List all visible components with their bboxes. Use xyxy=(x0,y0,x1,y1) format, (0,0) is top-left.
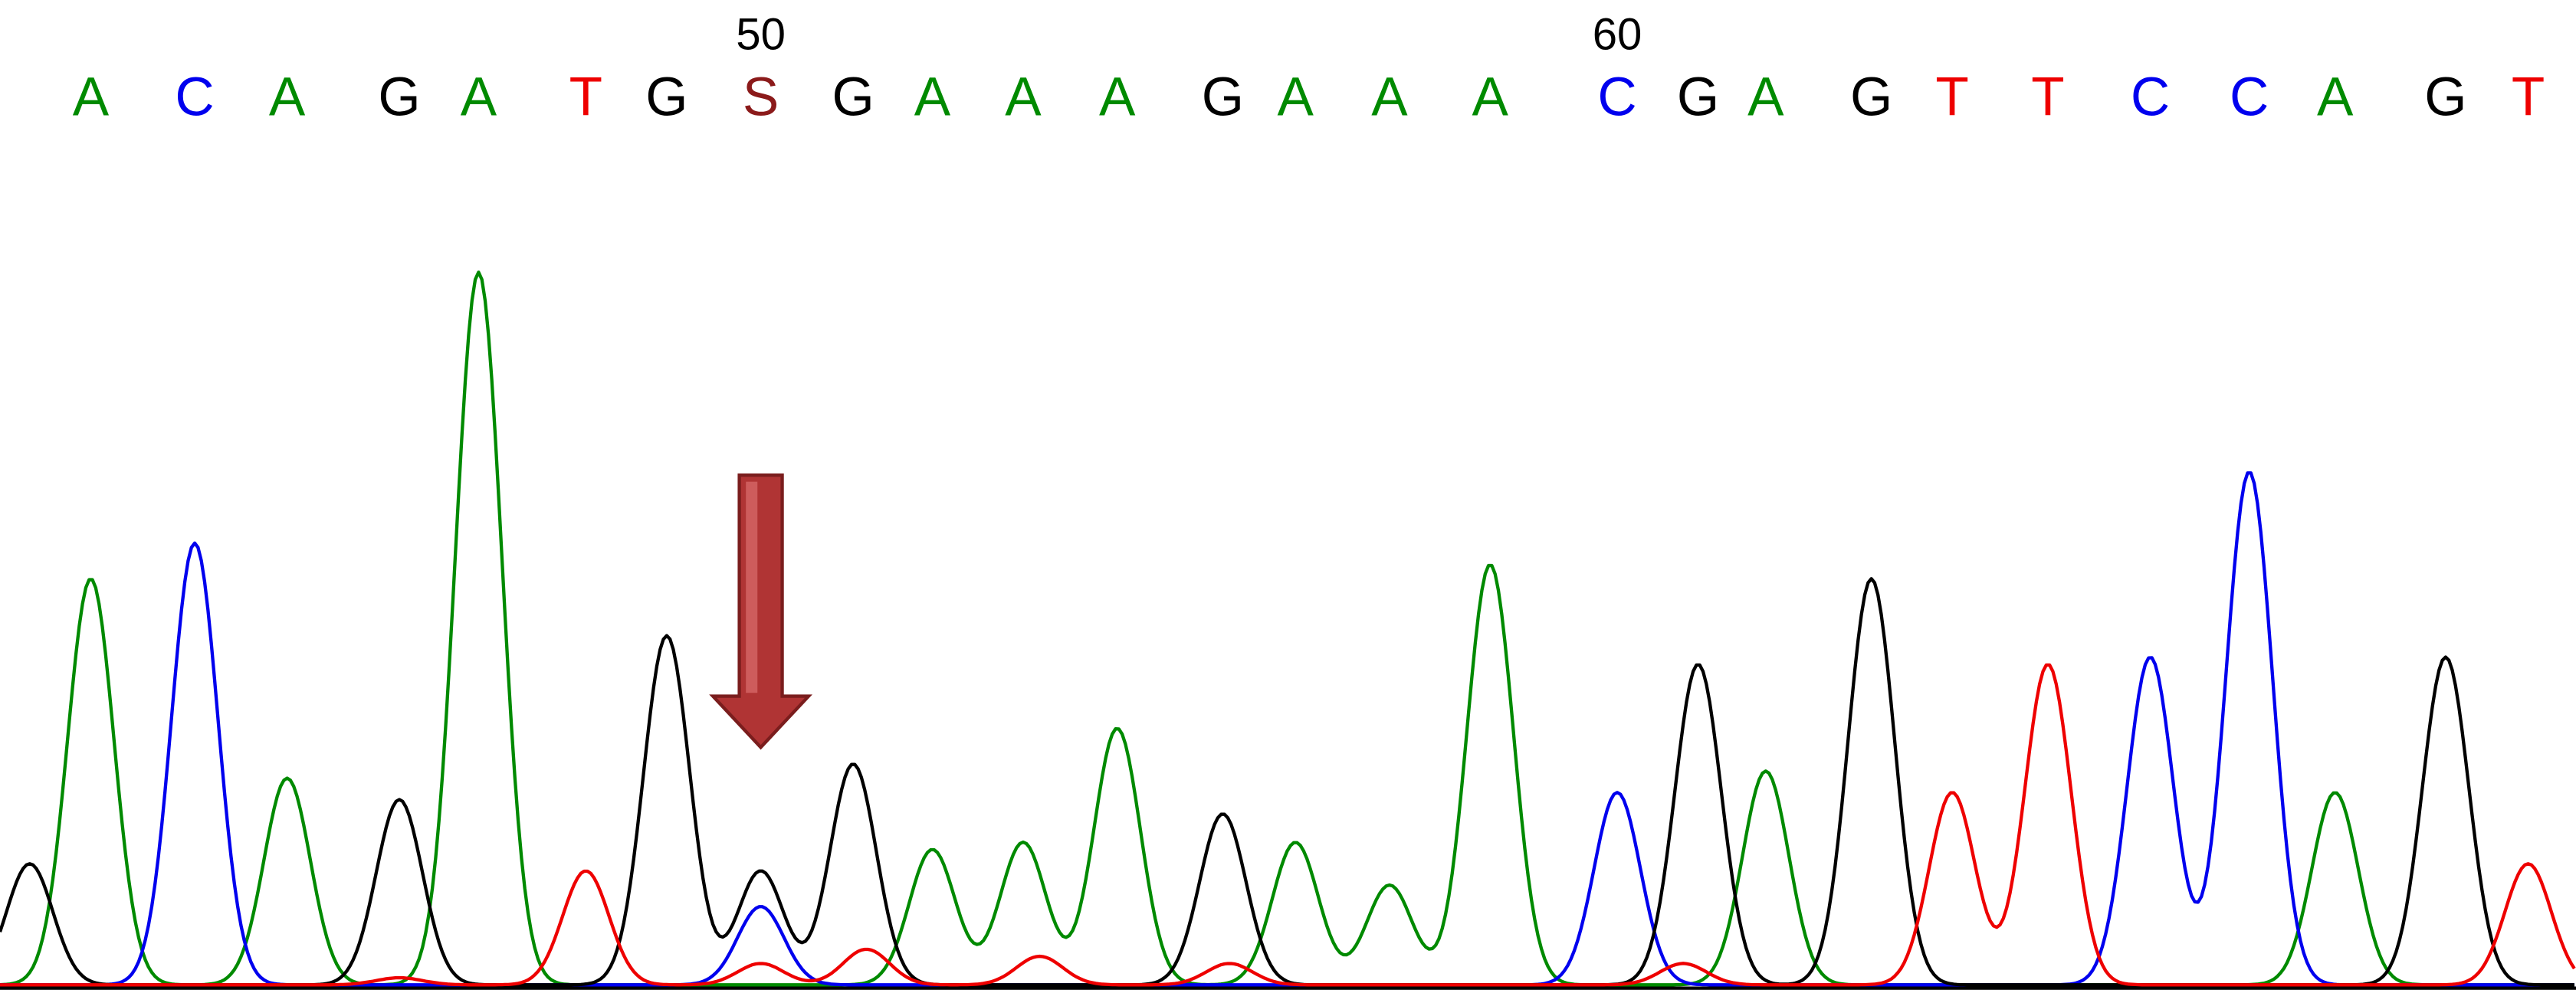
position-labels: 50 60 xyxy=(736,10,1642,60)
base-call: A xyxy=(1472,67,1509,128)
trace-G xyxy=(0,577,2574,987)
variant-arrow xyxy=(709,473,812,750)
base-call: A xyxy=(1371,67,1408,128)
trace-T xyxy=(0,663,2576,987)
base-call: C xyxy=(1597,67,1636,128)
base-call: A xyxy=(1277,67,1314,128)
position-label: 60 xyxy=(1593,10,1642,60)
base-call: G xyxy=(1202,67,1244,128)
base-call: A xyxy=(914,67,951,128)
base-call: G xyxy=(1850,67,1892,128)
base-call: G xyxy=(832,67,875,128)
base-call: C xyxy=(175,67,214,128)
base-call: S xyxy=(743,67,779,128)
base-call: G xyxy=(1677,67,1719,128)
base-call: T xyxy=(1935,67,1968,128)
base-call: C xyxy=(2230,67,2269,128)
base-call: A xyxy=(1005,67,1042,128)
position-label: 50 xyxy=(736,10,786,60)
trace-layer xyxy=(0,270,2576,987)
base-call: A xyxy=(269,67,306,128)
base-call: A xyxy=(461,67,497,128)
base-call: A xyxy=(2317,67,2354,128)
base-call: T xyxy=(2512,67,2545,128)
base-call: G xyxy=(2424,67,2466,128)
base-call: G xyxy=(378,67,420,128)
annotation-layer xyxy=(709,473,812,750)
base-call: A xyxy=(1099,67,1136,128)
trace-C xyxy=(0,471,2574,987)
base-call: G xyxy=(645,67,687,128)
base-call: C xyxy=(2131,67,2170,128)
base-call: T xyxy=(569,67,602,128)
base-call: A xyxy=(1747,67,1784,128)
base-call: T xyxy=(2031,67,2064,128)
base-call: A xyxy=(73,67,110,128)
